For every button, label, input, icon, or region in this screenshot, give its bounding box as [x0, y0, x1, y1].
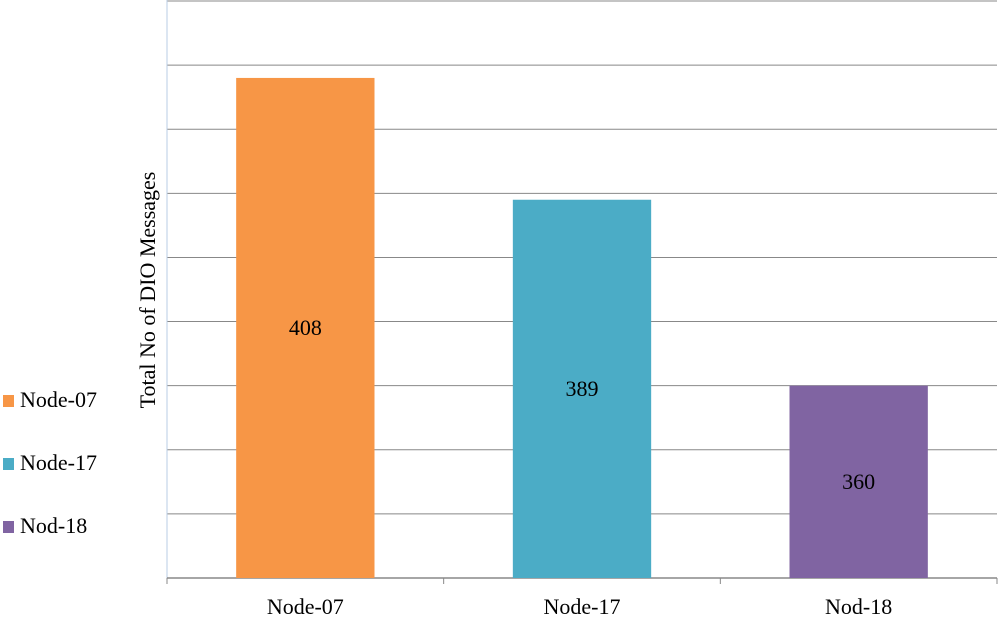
legend-label: Nod-18	[20, 513, 87, 538]
bar	[236, 77, 375, 578]
bar	[512, 199, 652, 578]
data-label: 408	[289, 315, 322, 340]
legend-label: Node-17	[20, 450, 97, 475]
y-axis-label: Total No of DIO Messages	[135, 172, 160, 409]
legend-swatch	[3, 458, 14, 470]
legend-label: Node-07	[20, 387, 97, 412]
data-label: 360	[842, 469, 875, 494]
data-label: 389	[566, 376, 599, 401]
legend-swatch	[3, 395, 14, 407]
bar	[789, 385, 928, 578]
x-tick-label: Nod-18	[825, 594, 892, 619]
x-tick-label: Node-07	[267, 594, 344, 619]
x-tick-label: Node-17	[544, 594, 621, 619]
legend-swatch	[3, 521, 14, 533]
